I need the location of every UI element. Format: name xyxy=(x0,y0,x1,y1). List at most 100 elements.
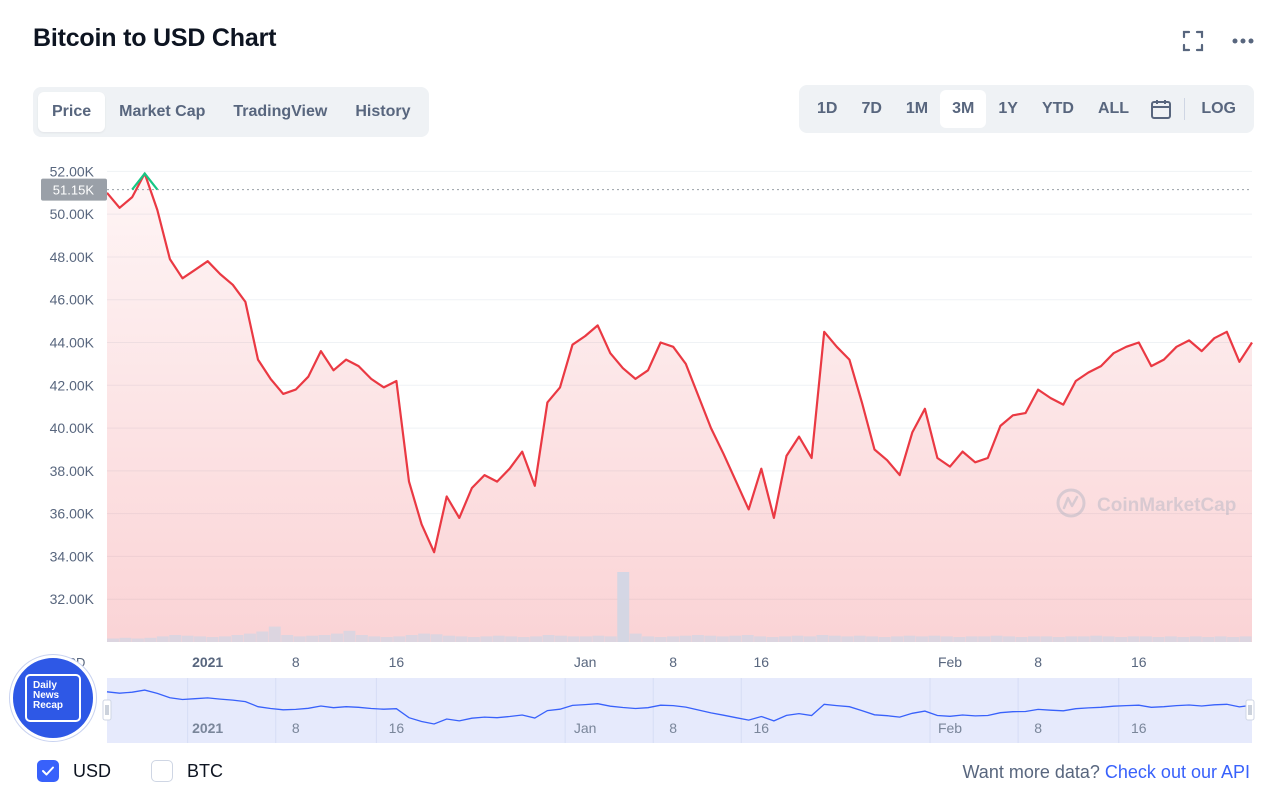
volume-bar xyxy=(679,635,692,642)
currency-option-usd[interactable]: USD xyxy=(37,760,111,782)
x-tick-label: 16 xyxy=(1131,654,1147,670)
volume-bar xyxy=(579,636,592,642)
range-1d[interactable]: 1D xyxy=(817,100,838,117)
x-tick-label: 16 xyxy=(389,654,405,670)
time-range-selector: 1D 7D 1M 3M 1Y YTD ALL LOG xyxy=(799,85,1254,133)
more-data-text: Want more data? Check out our API xyxy=(962,762,1250,783)
volume-bar xyxy=(1003,636,1016,642)
y-tick-label: 36.00K xyxy=(50,506,95,522)
page-title: Bitcoin to USD Chart xyxy=(33,24,277,52)
y-tick-label: 42.00K xyxy=(50,377,95,393)
volume-bar xyxy=(455,636,468,642)
more-icon[interactable] xyxy=(1232,38,1254,44)
daily-news-recap-logo: Daily News Recap xyxy=(10,655,96,741)
navigator-background xyxy=(107,678,1252,743)
volume-bar xyxy=(368,636,381,642)
volume-bar xyxy=(343,630,356,642)
volume-bar xyxy=(953,637,966,642)
y-tick-label: 40.00K xyxy=(50,420,95,436)
range-all[interactable]: ALL xyxy=(1097,100,1130,117)
check-icon xyxy=(42,766,54,776)
volume-bar xyxy=(878,637,891,642)
btc-checkbox[interactable] xyxy=(151,760,173,782)
navigator-tick-label: Jan xyxy=(574,720,597,736)
log-toggle[interactable]: LOG xyxy=(1201,100,1236,117)
volume-bar xyxy=(1177,637,1190,642)
range-1y[interactable]: 1Y xyxy=(998,100,1018,117)
usd-label: USD xyxy=(73,760,112,781)
navigator-tick-label: 8 xyxy=(669,720,677,736)
navigator-tick-label: 8 xyxy=(1034,720,1042,736)
volume-bar xyxy=(978,636,991,642)
volume-bar xyxy=(1239,636,1252,642)
range-ytd[interactable]: YTD xyxy=(1041,100,1074,117)
tab-tradingview[interactable]: TradingView xyxy=(233,103,328,120)
volume-bar xyxy=(331,633,343,642)
badge-line-2: News xyxy=(33,690,60,701)
volume-bar xyxy=(654,637,667,642)
volume-bar xyxy=(1127,636,1140,642)
volume-bar xyxy=(219,636,231,642)
volume-bar xyxy=(355,635,368,642)
volume-bar xyxy=(741,635,754,642)
navigator-tick-label: 16 xyxy=(389,720,405,736)
volume-bar xyxy=(903,635,916,642)
y-tick-label: 38.00K xyxy=(50,463,95,479)
navigator-x-axis: 2021 8 16 Jan 8 16 Feb 8 16 xyxy=(192,720,1147,736)
navigator-handle-right[interactable] xyxy=(1245,699,1255,721)
volume-bar xyxy=(791,635,804,642)
range-7d[interactable]: 7D xyxy=(861,100,882,117)
volume-bar xyxy=(542,635,555,642)
tab-price[interactable]: Price xyxy=(38,92,106,132)
volume-bar xyxy=(393,636,406,642)
calendar-icon[interactable] xyxy=(1141,90,1180,128)
x-axis: 2021 8 16 Jan 8 16 Feb 8 16 xyxy=(192,654,1147,670)
api-link[interactable]: Check out our API xyxy=(1104,762,1250,782)
volume-bar xyxy=(754,636,767,642)
x-tick-label: 2021 xyxy=(192,654,223,670)
fullscreen-icon[interactable] xyxy=(1182,30,1204,52)
volume-bar xyxy=(866,636,879,642)
range-navigator: 2021 8 16 Jan 8 16 Feb 8 16 xyxy=(102,678,1255,743)
tab-history[interactable]: History xyxy=(355,103,411,120)
volume-bar xyxy=(467,637,480,642)
currency-option-btc[interactable]: BTC xyxy=(151,760,223,782)
chart-tabs: Price Market Cap TradingView History xyxy=(33,87,430,137)
navigator-handle-left[interactable] xyxy=(102,699,112,721)
navigator-tick-label: 16 xyxy=(753,720,769,736)
volume-bar xyxy=(629,633,642,642)
x-tick-label: 8 xyxy=(1034,654,1042,670)
volume-bar xyxy=(243,633,256,642)
volume-bar xyxy=(480,636,493,642)
volume-bar xyxy=(144,637,157,642)
top-icons xyxy=(1182,30,1254,52)
volume-bar xyxy=(1077,636,1090,642)
y-tick-label: 32.00K xyxy=(50,591,95,607)
range-1m[interactable]: 1M xyxy=(905,100,929,117)
volume-bar xyxy=(530,636,543,642)
volume-bar xyxy=(293,636,306,642)
volume-bar xyxy=(505,636,518,642)
volume-bar xyxy=(405,635,418,642)
tab-market-cap[interactable]: Market Cap xyxy=(119,103,206,120)
volume-bar xyxy=(268,626,281,642)
range-3m[interactable]: 3M xyxy=(940,90,987,128)
volume-bar xyxy=(281,635,294,642)
y-tick-label: 48.00K xyxy=(50,249,95,265)
volume-bar xyxy=(940,636,953,642)
volume-bar xyxy=(990,635,1003,642)
usd-checkbox[interactable] xyxy=(37,760,59,782)
volume-bars xyxy=(107,572,1252,642)
volume-bar xyxy=(430,634,443,642)
volume-bar xyxy=(965,636,978,642)
btc-label: BTC xyxy=(187,760,223,781)
volume-bar xyxy=(194,636,207,642)
volume-bar xyxy=(853,635,866,642)
volume-bar xyxy=(306,635,319,642)
news-icon: Daily News Recap xyxy=(25,674,81,722)
volume-bar xyxy=(380,637,393,642)
coinmarketcap-logo-icon xyxy=(1056,488,1086,518)
volume-bar xyxy=(1090,635,1103,642)
volume-bar xyxy=(1040,636,1053,642)
y-tick-label: 44.00K xyxy=(50,335,95,351)
